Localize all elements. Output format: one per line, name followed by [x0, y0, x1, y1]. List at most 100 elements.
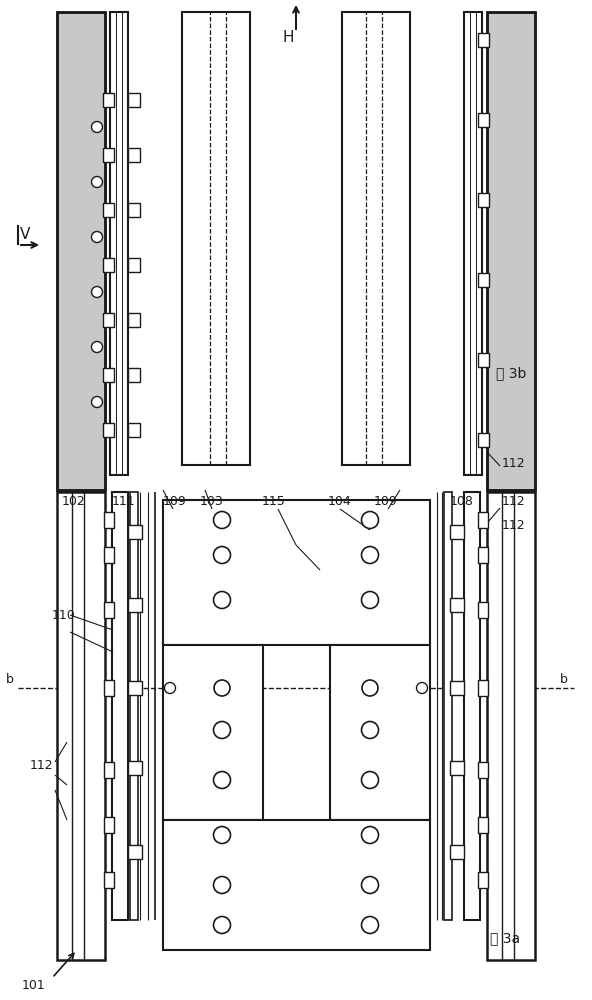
- Bar: [103, 313, 114, 327]
- Circle shape: [214, 916, 230, 934]
- Circle shape: [362, 772, 378, 788]
- Text: 110: 110: [52, 609, 76, 622]
- Bar: [478, 762, 488, 778]
- Bar: [112, 492, 128, 920]
- Bar: [57, 12, 105, 490]
- Bar: [342, 12, 410, 465]
- Bar: [478, 113, 489, 127]
- Text: 115: 115: [262, 495, 286, 508]
- Bar: [478, 353, 489, 367]
- Text: V: V: [20, 227, 30, 242]
- Bar: [478, 817, 488, 833]
- Text: H: H: [283, 30, 294, 45]
- Circle shape: [165, 682, 175, 694]
- Bar: [182, 12, 250, 465]
- Bar: [478, 33, 489, 47]
- Bar: [103, 368, 114, 382]
- Circle shape: [92, 121, 102, 132]
- Bar: [128, 681, 142, 695]
- Bar: [163, 645, 263, 820]
- Bar: [163, 820, 430, 950]
- Bar: [103, 93, 114, 107]
- Circle shape: [362, 591, 378, 608]
- Bar: [104, 680, 114, 696]
- Bar: [464, 492, 480, 920]
- Bar: [450, 525, 464, 539]
- Bar: [103, 258, 114, 272]
- Circle shape: [214, 722, 230, 738]
- Bar: [487, 12, 535, 490]
- Text: b: b: [560, 673, 568, 686]
- Bar: [128, 423, 140, 437]
- Circle shape: [214, 772, 230, 788]
- Bar: [128, 598, 142, 612]
- Circle shape: [92, 232, 102, 242]
- Bar: [128, 148, 140, 162]
- Circle shape: [92, 286, 102, 298]
- Circle shape: [214, 512, 230, 528]
- Text: 图 3b: 图 3b: [496, 366, 526, 380]
- Bar: [450, 598, 464, 612]
- Text: 109: 109: [163, 495, 186, 508]
- Bar: [478, 193, 489, 207]
- Bar: [128, 203, 140, 217]
- Bar: [128, 368, 140, 382]
- Bar: [57, 12, 105, 490]
- Circle shape: [214, 680, 230, 696]
- Bar: [163, 500, 430, 645]
- Circle shape: [214, 876, 230, 894]
- Bar: [478, 602, 488, 618]
- Bar: [450, 845, 464, 859]
- Bar: [57, 492, 105, 960]
- Text: 103: 103: [200, 495, 224, 508]
- Bar: [104, 512, 114, 528]
- Bar: [478, 872, 488, 888]
- Bar: [487, 492, 535, 960]
- Text: 102: 102: [62, 495, 86, 508]
- Circle shape: [362, 722, 378, 738]
- Bar: [128, 525, 142, 539]
- Circle shape: [214, 546, 230, 564]
- Text: 112: 112: [502, 519, 526, 532]
- Circle shape: [417, 682, 427, 694]
- Bar: [128, 313, 140, 327]
- Text: 112: 112: [502, 457, 526, 470]
- Bar: [104, 762, 114, 778]
- Text: 111: 111: [112, 495, 136, 508]
- Bar: [478, 273, 489, 287]
- Bar: [478, 680, 488, 696]
- Bar: [450, 761, 464, 775]
- Bar: [128, 93, 140, 107]
- Bar: [104, 547, 114, 563]
- Bar: [103, 203, 114, 217]
- Circle shape: [362, 512, 378, 528]
- Bar: [128, 761, 142, 775]
- Bar: [444, 492, 452, 920]
- Bar: [487, 12, 535, 490]
- Bar: [103, 423, 114, 437]
- Circle shape: [214, 591, 230, 608]
- Circle shape: [362, 680, 378, 696]
- Circle shape: [92, 176, 102, 188]
- Bar: [128, 258, 140, 272]
- Text: 112: 112: [502, 495, 526, 508]
- Bar: [130, 492, 138, 920]
- Text: 104: 104: [328, 495, 352, 508]
- Circle shape: [362, 916, 378, 934]
- Bar: [110, 12, 128, 475]
- Bar: [464, 12, 482, 475]
- Bar: [128, 845, 142, 859]
- Bar: [104, 872, 114, 888]
- Circle shape: [362, 546, 378, 564]
- Bar: [450, 681, 464, 695]
- Text: 101: 101: [22, 979, 46, 992]
- Text: 109: 109: [374, 495, 398, 508]
- Circle shape: [362, 876, 378, 894]
- Text: 图 3a: 图 3a: [490, 931, 520, 945]
- Circle shape: [92, 396, 102, 408]
- Bar: [330, 645, 430, 820]
- Circle shape: [92, 342, 102, 353]
- Text: b: b: [6, 673, 14, 686]
- Text: 108: 108: [450, 495, 474, 508]
- Bar: [478, 547, 488, 563]
